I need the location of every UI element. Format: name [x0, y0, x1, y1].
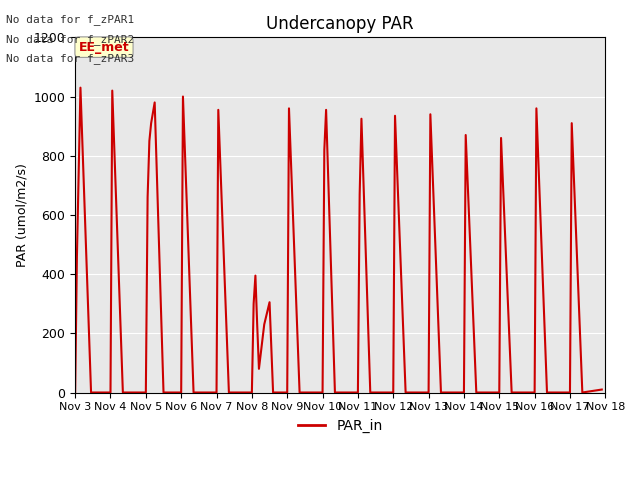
- PAR_in: [87, 390, 95, 396]
- Text: No data for f_zPAR3: No data for f_zPAR3: [6, 53, 134, 64]
- PAR_in: [391, 113, 399, 119]
- Title: Undercanopy PAR: Undercanopy PAR: [266, 15, 414, 33]
- PAR_in: [107, 390, 115, 396]
- Y-axis label: PAR (umol/m2/s): PAR (umol/m2/s): [15, 163, 28, 267]
- Line: PAR_in: PAR_in: [75, 88, 602, 393]
- PAR_in: [598, 387, 605, 393]
- Text: No data for f_zPAR1: No data for f_zPAR1: [6, 14, 134, 25]
- PAR_in: [266, 300, 273, 305]
- PAR_in: [212, 390, 220, 396]
- PAR_in: [77, 85, 84, 91]
- Text: No data for f_zPAR2: No data for f_zPAR2: [6, 34, 134, 45]
- Legend: PAR_in: PAR_in: [292, 414, 388, 439]
- Text: EE_met: EE_met: [79, 41, 129, 54]
- PAR_in: [402, 390, 410, 396]
- PAR_in: [71, 390, 79, 396]
